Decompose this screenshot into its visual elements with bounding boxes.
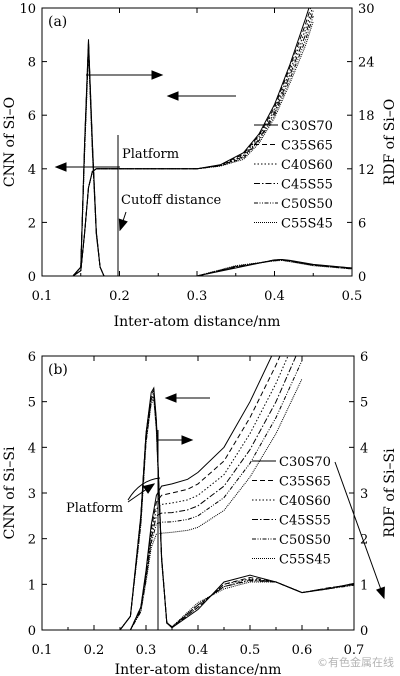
panel-label: (a) <box>48 14 67 30</box>
y-left-tick-label: 6 <box>28 350 36 365</box>
y-left-tick-label: 5 <box>28 396 36 411</box>
panel-a <box>41 7 353 277</box>
rdf-arrow-a-head <box>151 70 164 80</box>
shift-arrow-b-head <box>375 586 385 600</box>
curves <box>42 8 352 276</box>
shift-arrow-b-shaft <box>334 461 385 599</box>
y-right-axis-label: RDF of Si–O <box>382 99 398 186</box>
annotation-platform-a: Platform <box>122 147 179 162</box>
legend-entry: C45S55 <box>281 178 333 193</box>
cnn-arrow-a-left-head <box>54 162 67 172</box>
plot-frame <box>41 355 355 631</box>
legend-entry: C40S60 <box>279 494 331 509</box>
y-right-tick-label: 3 <box>360 487 368 502</box>
legend-entry: C35S65 <box>281 139 333 154</box>
y-left-tick-label: 2 <box>28 533 36 548</box>
y-left-axis-label: CNN of Si–Si <box>2 446 18 539</box>
cnn-line-c55s45 <box>42 21 314 276</box>
x-tick-label: 0.2 <box>84 643 105 658</box>
cutoff-arrow-head <box>118 218 128 232</box>
x-axis-label: Inter-atom distance/nm <box>114 314 281 330</box>
x-tick-label: 0.5 <box>342 289 363 304</box>
cnn-line-c35s65 <box>42 356 281 630</box>
y-left-tick-label: 10 <box>19 2 36 17</box>
legend-entry: C40S60 <box>281 158 333 173</box>
y-left-tick-label: 1 <box>28 578 36 593</box>
cnn-line-c45s55 <box>42 356 297 630</box>
cnn-arrow-a-head <box>166 91 179 101</box>
cnn-line-c50s50 <box>42 15 314 276</box>
rdf-line-c35s65 <box>42 41 352 276</box>
watermark-text: ©有色金属在线 <box>317 656 394 669</box>
rdf-line-c55s45 <box>42 397 354 630</box>
cnn-arrow-b-head <box>164 393 177 403</box>
y-right-tick-label: 5 <box>360 396 368 411</box>
annotation-platform-b: Platform <box>66 501 123 516</box>
y-left-tick-label: 4 <box>28 441 36 456</box>
x-tick-label: 0.7 <box>344 643 365 658</box>
x-tick-label: 0.4 <box>188 643 209 658</box>
y-left-tick-label: 0 <box>28 270 36 285</box>
y-right-tick-label: 6 <box>360 350 368 365</box>
y-right-tick-label: 12 <box>358 163 375 178</box>
legend-entry: C35S65 <box>279 475 331 490</box>
platform-arrow-b1-head <box>142 483 156 494</box>
y-right-tick-label: 1 <box>360 578 368 593</box>
x-tick-label: 0.6 <box>292 643 313 658</box>
legend-entry: C45S55 <box>279 514 331 529</box>
x-tick-label: 0.1 <box>32 289 53 304</box>
y-left-tick-label: 0 <box>28 624 36 639</box>
cnn-line-c40s60 <box>42 356 289 630</box>
platform-curve-b <box>127 477 161 501</box>
x-tick-label: 0.3 <box>187 289 208 304</box>
cnn-line-c40s60 <box>42 8 313 276</box>
legend-entry: C50S50 <box>281 197 333 212</box>
legend-entry: C55S45 <box>281 217 333 232</box>
x-tick-label: 0.1 <box>32 643 53 658</box>
panel-b <box>41 355 355 631</box>
cnn-line-c50s50 <box>42 360 303 630</box>
curves <box>42 356 354 630</box>
y-left-tick-label: 8 <box>28 56 36 71</box>
rdf-line-c50s50 <box>42 395 354 630</box>
y-left-tick-label: 6 <box>28 109 36 124</box>
rdf-line-c55s45 <box>42 50 352 276</box>
y-left-tick-label: 3 <box>28 487 36 502</box>
x-tick-label: 0.3 <box>136 643 157 658</box>
x-tick-label: 0.4 <box>264 289 285 304</box>
y-left-axis-label: CNN of Si–O <box>2 97 18 187</box>
legend-entry: C30S70 <box>279 455 331 470</box>
cnn-line-c55s45 <box>42 378 303 630</box>
legend-entry: C55S45 <box>279 553 331 568</box>
y-left-tick-label: 4 <box>28 163 36 178</box>
y-left-tick-label: 2 <box>28 216 36 231</box>
y-right-tick-label: 2 <box>360 533 368 548</box>
cnn-line-c45s55 <box>42 10 314 276</box>
legend-entry: C30S70 <box>281 119 333 134</box>
annotation-cutoff: Cutoff distance <box>121 193 222 208</box>
y-right-tick-label: 0 <box>360 624 368 639</box>
y-right-tick-label: 6 <box>358 216 366 231</box>
cnn-line-c35s65 <box>42 8 312 276</box>
y-right-tick-label: 0 <box>358 270 366 285</box>
y-right-axis-label: RDF of Si–Si <box>382 448 398 538</box>
panel-label: (b) <box>48 362 68 378</box>
y-right-tick-label: 4 <box>360 441 368 456</box>
rdf-arrow-b-head <box>181 435 194 445</box>
cnn-line-c30s70 <box>42 8 310 276</box>
legend-entry: C50S50 <box>279 533 331 548</box>
y-right-tick-label: 18 <box>358 109 375 124</box>
y-right-tick-label: 24 <box>358 56 375 71</box>
y-right-tick-label: 30 <box>358 2 375 17</box>
rdf-line-c45s55 <box>42 45 352 276</box>
x-axis-label: Inter-atom distance/nm <box>115 662 282 676</box>
x-tick-label: 0.5 <box>240 643 261 658</box>
x-tick-label: 0.2 <box>109 289 130 304</box>
rdf-line-c50s50 <box>42 48 352 276</box>
